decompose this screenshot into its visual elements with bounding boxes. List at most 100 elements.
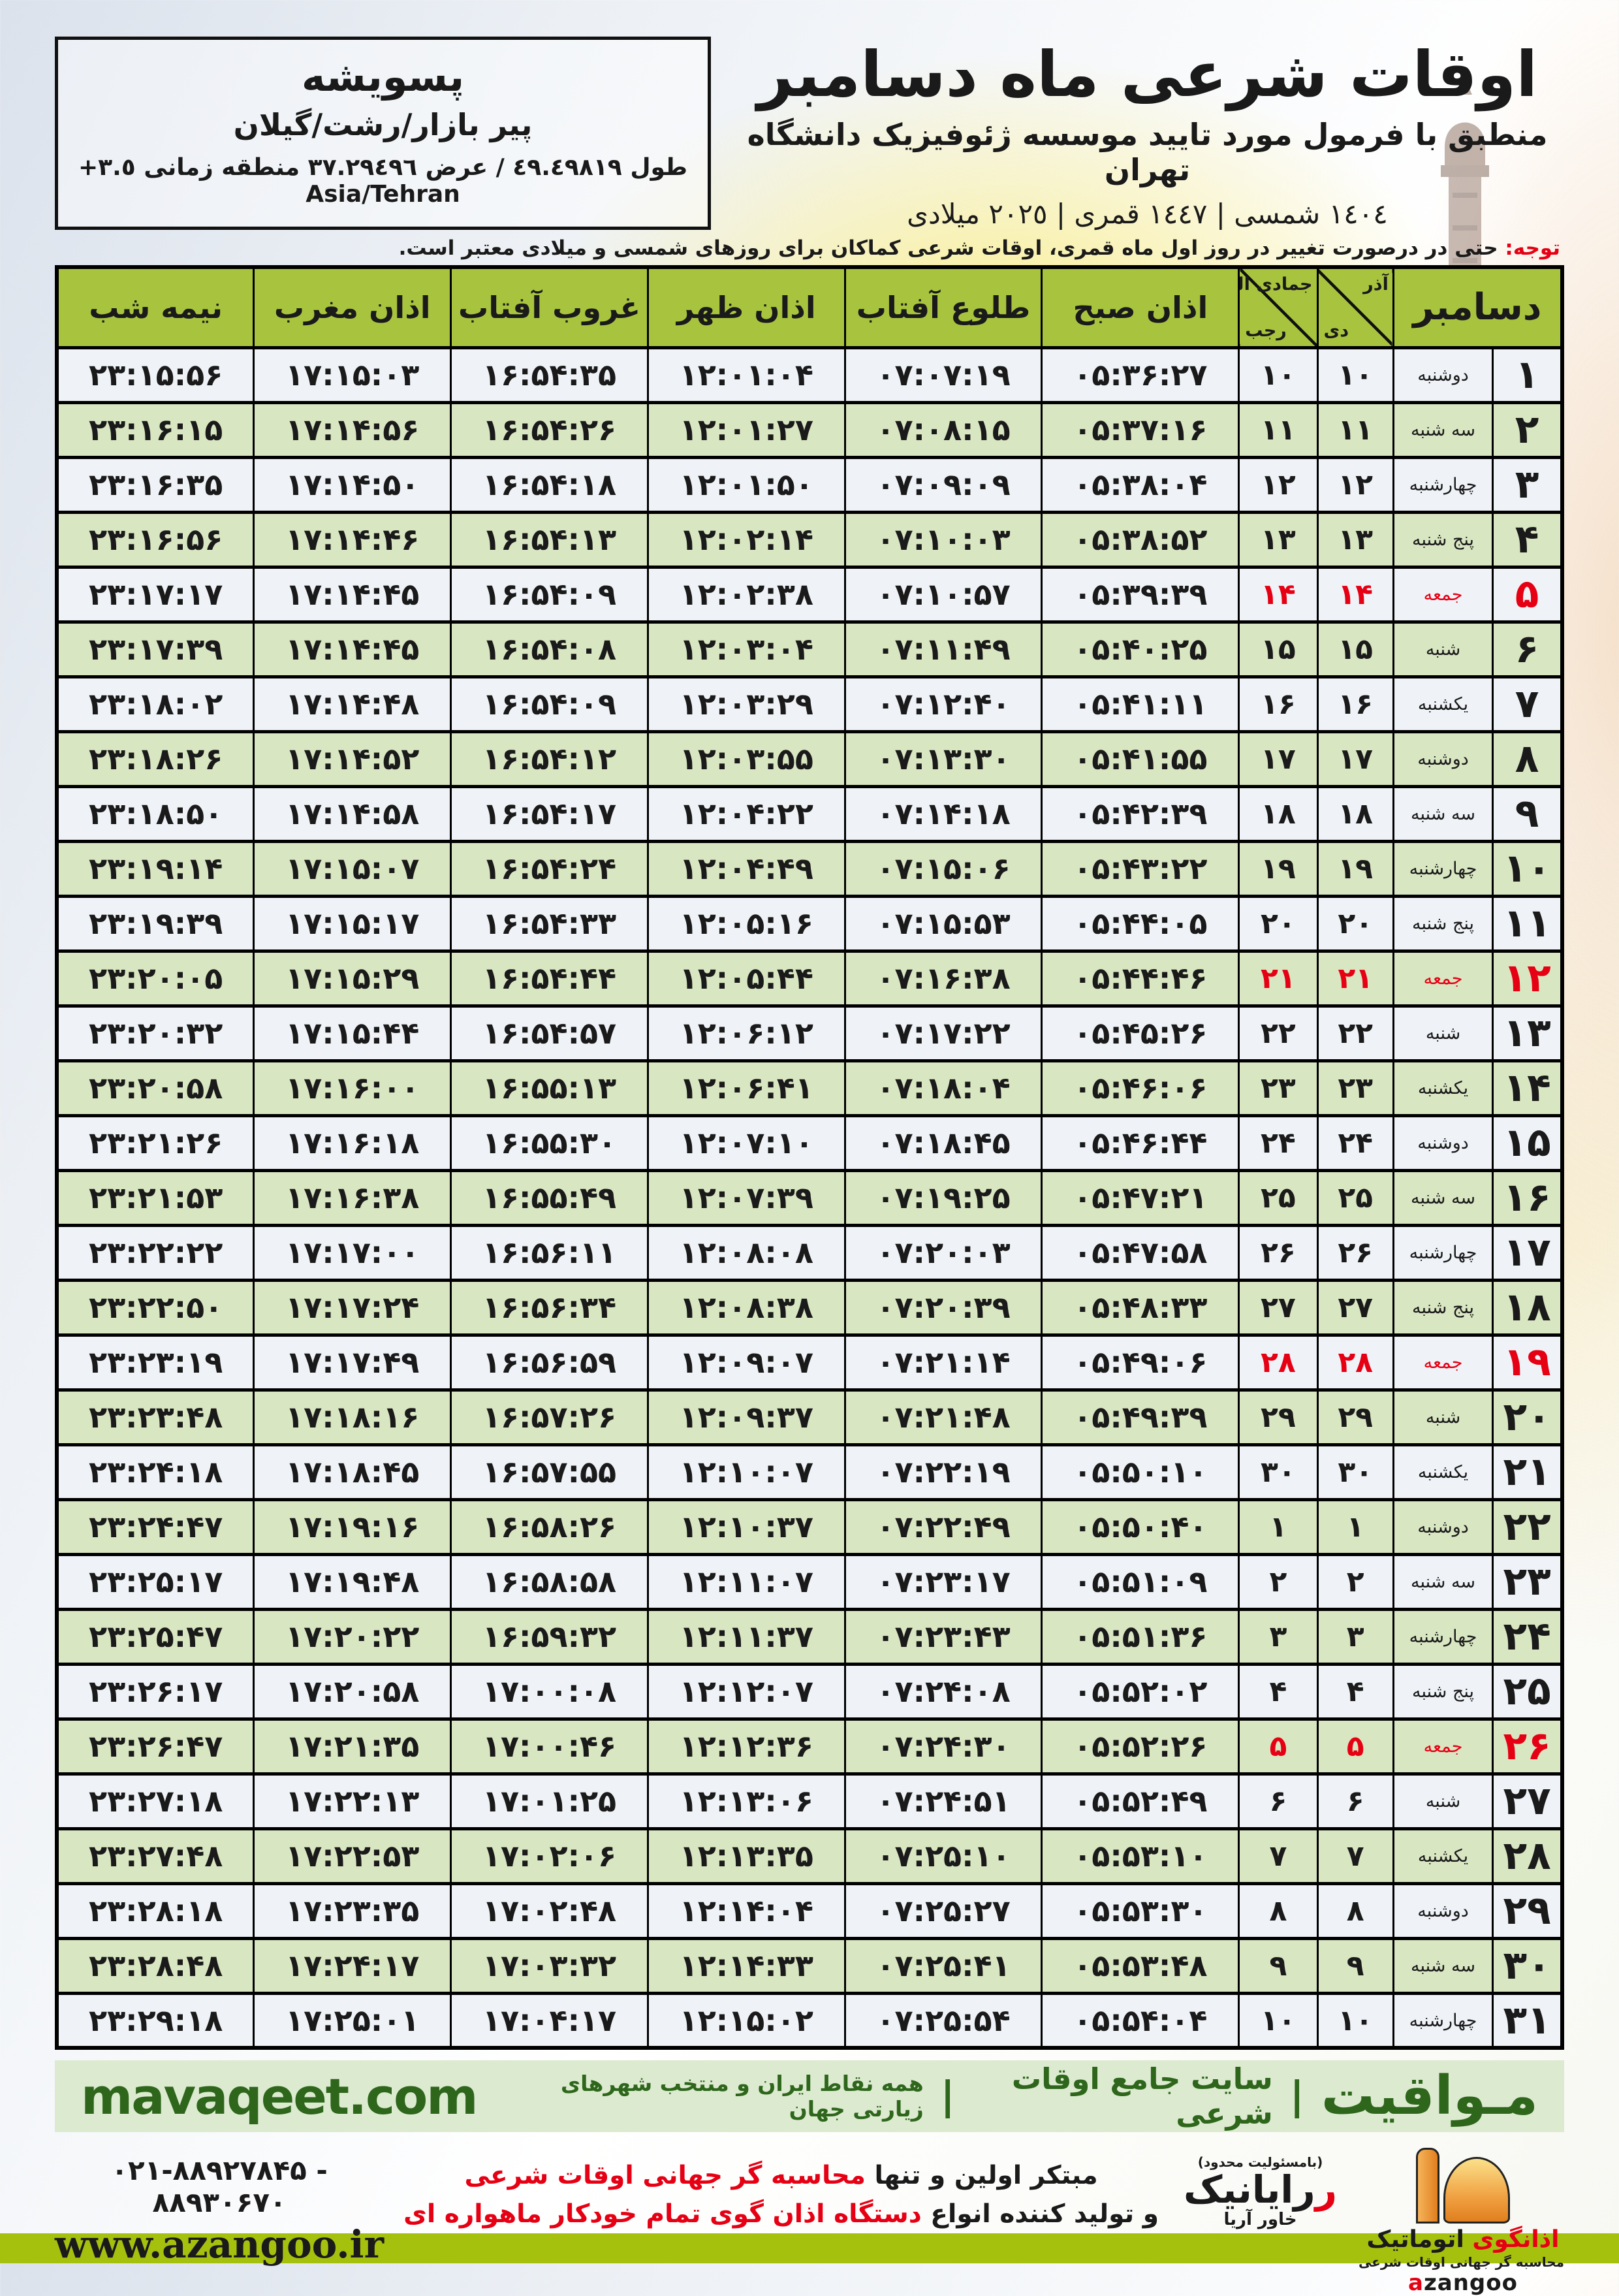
lunar-date-cell: ۲۲ [1238,1004,1319,1062]
lunar-date-cell: ۷ [1238,1826,1319,1885]
lunar-date-cell: ۱۲ [1238,455,1319,514]
fajr-time-cell: ۰۵:۵۲:۲۶ [1041,1717,1240,1776]
table-row: ۲۵ پنج شنبه ۴ ۴ ۰۵:۵۲:۰۲ ۰۷:۲۴:۰۸ ۱۲:۱۲:… [55,1662,1564,1721]
midnight-time-cell: ۲۳:۲۲:۵۰ [55,1278,255,1337]
sunset-time-cell: ۱۶:۵۴:۰۸ [450,620,649,678]
midnight-time-cell: ۲۳:۲۱:۵۳ [55,1168,255,1227]
table-row: ۲ سه شنبه ۱۱ ۱۱ ۰۵:۳۷:۱۶ ۰۷:۰۸:۱۵ ۱۲:۰۱:… [55,400,1564,459]
fajr-time-cell: ۰۵:۵۴:۰۴ [1041,1991,1240,2050]
column-header-solar-month: آذر دی [1316,266,1394,349]
weekday-cell: یکشنبه [1392,1826,1494,1885]
noon-time-cell: ۱۲:۱۲:۳۶ [646,1717,846,1776]
solar-date-cell: ۱۰ [1316,345,1394,404]
maghrib-time-cell: ۱۷:۱۸:۴۵ [253,1443,452,1501]
weekday-cell: جمعه [1392,565,1494,624]
solar-date-cell: ۹ [1316,1936,1394,1995]
weekday-cell: چهارشنبه [1392,839,1494,898]
december-day-cell: ۲۶ [1492,1717,1564,1776]
azangoo-name-fa-black: اتوماتیک [1366,2226,1473,2254]
table-row: ۲۰ شنبه ۲۹ ۲۹ ۰۵:۴۹:۳۹ ۰۷:۲۱:۴۸ ۱۲:۰۹:۳۷… [55,1388,1564,1446]
table-row: ۱ دوشنبه ۱۰ ۱۰ ۰۵:۳۶:۲۷ ۰۷:۰۷:۱۹ ۱۲:۰۱:۰… [55,345,1564,404]
weekday-cell: شنبه [1392,1004,1494,1062]
midnight-time-cell: ۲۳:۱۹:۱۴ [55,839,255,898]
noon-time-cell: ۱۲:۰۱:۲۷ [646,400,846,459]
maghrib-time-cell: ۱۷:۱۵:۰۳ [253,345,452,404]
title-block: اوقات شرعی ماه دسامبر منطبق با فرمول مور… [731,37,1564,230]
noon-time-cell: ۱۲:۰۳:۵۵ [646,729,846,788]
table-header: دسامبر آذر دی جمادی الثانی رجب اذان صبح … [55,266,1564,349]
table-row: ۲۹ دوشنبه ۸ ۸ ۰۵:۵۳:۳۰ ۰۷:۲۵:۲۷ ۱۲:۱۴:۰۴… [55,1881,1564,1940]
noon-time-cell: ۱۲:۰۱:۵۰ [646,455,846,514]
lunar-date-cell: ۱۷ [1238,729,1319,788]
rayanik-name: ررایانیک [1178,2170,1342,2210]
december-day-cell: ۱۲ [1492,949,1564,1008]
maghrib-time-cell: ۱۷:۱۴:۵۶ [253,400,452,459]
december-day-cell: ۳۱ [1492,1991,1564,2050]
noon-time-cell: ۱۲:۰۲:۱۴ [646,510,846,569]
maghrib-time-cell: ۱۷:۱۵:۰۷ [253,839,452,898]
solar-date-cell: ۳ [1316,1607,1394,1666]
noon-time-cell: ۱۲:۱۴:۰۴ [646,1881,846,1940]
noon-time-cell: ۱۲:۰۵:۴۴ [646,949,846,1008]
december-day-cell: ۲۰ [1492,1388,1564,1446]
solar-date-cell: ۵ [1316,1717,1394,1776]
page-title: اوقات شرعی ماه دسامبر [757,38,1538,111]
lunar-date-cell: ۱ [1238,1497,1319,1556]
noon-time-cell: ۱۲:۰۷:۳۹ [646,1168,846,1227]
mavaqeet-tagline-1: سایت جامع اوقات شرعی [1011,2062,1273,2131]
bottom-green-bar [0,2233,1619,2263]
midnight-time-cell: ۲۳:۲۶:۴۷ [55,1717,255,1776]
maghrib-time-cell: ۱۷:۱۷:۰۰ [253,1223,452,1282]
weekday-cell: سه شنبه [1392,400,1494,459]
maghrib-time-cell: ۱۷:۲۰:۵۸ [253,1662,452,1721]
lunar-date-cell: ۳۰ [1238,1443,1319,1501]
maghrib-time-cell: ۱۷:۲۱:۳۵ [253,1717,452,1776]
fajr-time-cell: ۰۵:۴۹:۳۹ [1041,1388,1240,1446]
weekday-cell: چهارشنبه [1392,455,1494,514]
noon-time-cell: ۱۲:۰۴:۴۹ [646,839,846,898]
sunrise-time-cell: ۰۷:۲۰:۳۹ [843,1278,1043,1337]
sunset-time-cell: ۱۶:۵۶:۳۴ [450,1278,649,1337]
mavaqeet-band: مـواقیت | سایت جامع اوقات شرعی | همه نقا… [55,2060,1564,2133]
midnight-time-cell: ۲۳:۱۸:۰۲ [55,675,255,733]
solar-date-cell: ۱۴ [1316,565,1394,624]
table-row: ۱۵ دوشنبه ۲۴ ۲۴ ۰۵:۴۶:۴۴ ۰۷:۱۸:۴۵ ۱۲:۰۷:… [55,1113,1564,1172]
maghrib-time-cell: ۱۷:۱۶:۰۰ [253,1059,452,1117]
solar-date-cell: ۲۴ [1316,1113,1394,1172]
weekday-cell: چهارشنبه [1392,1991,1494,2050]
table-row: ۱۹ جمعه ۲۸ ۲۸ ۰۵:۴۹:۰۶ ۰۷:۲۱:۱۴ ۱۲:۰۹:۰۷… [55,1333,1564,1392]
solar-month-top-label: آذر [1363,274,1389,295]
sunset-time-cell: ۱۶:۵۸:۲۶ [450,1497,649,1556]
december-day-cell: ۴ [1492,510,1564,569]
noon-time-cell: ۱۲:۱۲:۰۷ [646,1662,846,1721]
sunset-time-cell: ۱۷:۰۰:۰۸ [450,1662,649,1721]
azangoo-wordmark-rest: zangoo [1423,2270,1518,2296]
fajr-time-cell: ۰۵:۵۰:۱۰ [1041,1443,1240,1501]
solar-date-cell: ۱۸ [1316,784,1394,843]
sunrise-time-cell: ۰۷:۱۷:۲۲ [843,1004,1043,1062]
fajr-time-cell: ۰۵:۳۶:۲۷ [1041,345,1240,404]
table-row: ۱۱ پنج شنبه ۲۰ ۲۰ ۰۵:۴۴:۰۵ ۰۷:۱۵:۵۳ ۱۲:۰… [55,894,1564,953]
table-row: ۱۲ جمعه ۲۱ ۲۱ ۰۵:۴۴:۴۶ ۰۷:۱۶:۳۸ ۱۲:۰۵:۴۴… [55,949,1564,1008]
maghrib-time-cell: ۱۷:۲۴:۱۷ [253,1936,452,1995]
azangoo-wordmark: azangoo [1362,2270,1564,2296]
location-coordinates: طول ٤٩.٤٩٨١٩ / عرض ٣٧.٢٩٤٩٦ منطقه زمانی … [78,154,688,208]
mavaqeet-url: mavaqeet.com [81,2067,478,2126]
column-header-sunrise: طلوع آفتاب [843,266,1043,349]
weekday-cell: جمعه [1392,1717,1494,1776]
band-separator: | [1289,2073,1304,2120]
azangoo-website: www.azangoo.ir [55,2222,385,2267]
midnight-time-cell: ۲۳:۲۵:۴۷ [55,1607,255,1666]
fajr-time-cell: ۰۵:۳۸:۵۲ [1041,510,1240,569]
solar-date-cell: ۳۰ [1316,1443,1394,1501]
december-day-cell: ۸ [1492,729,1564,788]
weekday-cell: چهارشنبه [1392,1223,1494,1282]
noon-time-cell: ۱۲:۰۷:۱۰ [646,1113,846,1172]
solar-date-cell: ۲۰ [1316,894,1394,953]
lunar-date-cell: ۲۹ [1238,1388,1319,1446]
sunrise-time-cell: ۰۷:۰۹:۰۹ [843,455,1043,514]
december-day-cell: ۱۸ [1492,1278,1564,1337]
lunar-date-cell: ۱۰ [1238,345,1319,404]
maghrib-time-cell: ۱۷:۱۴:۵۲ [253,729,452,788]
fajr-time-cell: ۰۵:۵۲:۰۲ [1041,1662,1240,1721]
